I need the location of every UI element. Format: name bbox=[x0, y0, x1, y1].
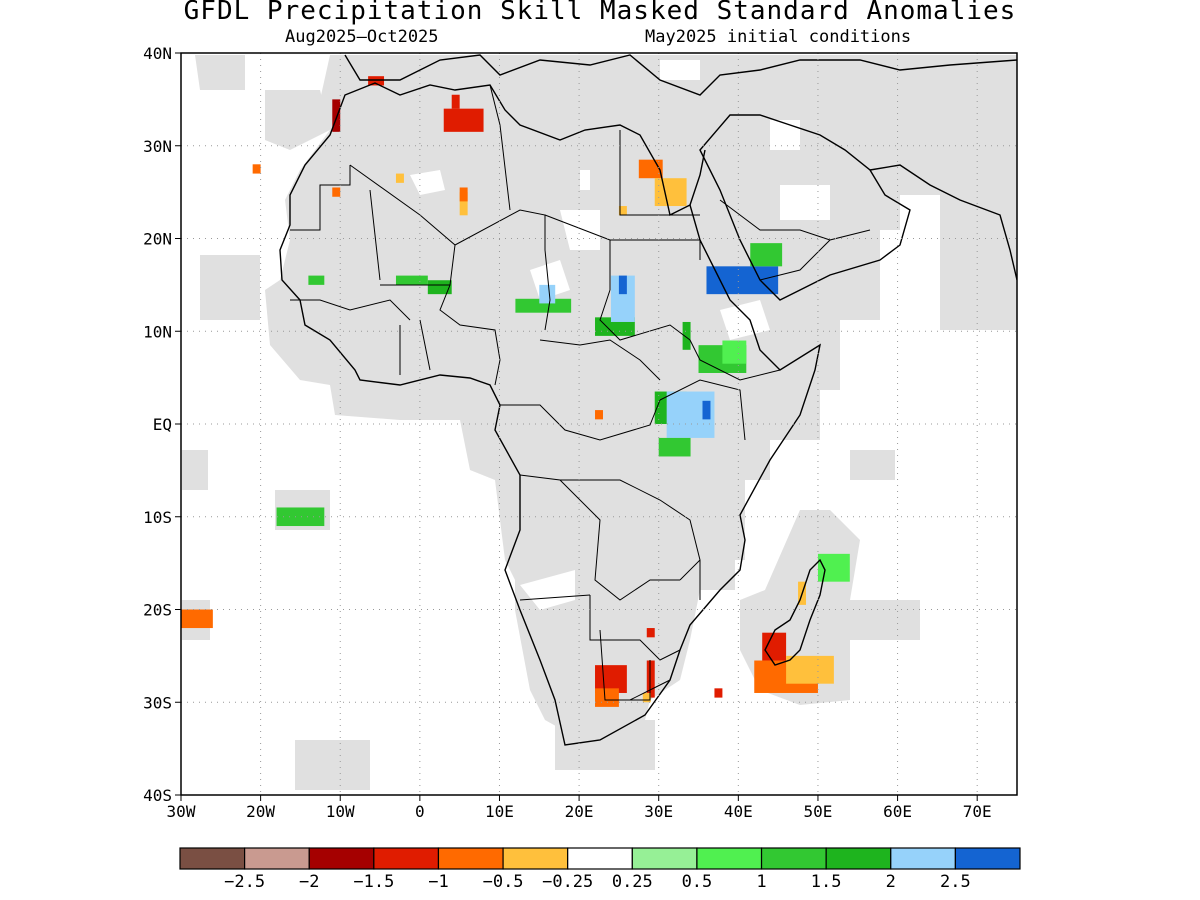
anomaly-patch-kenya-blue bbox=[702, 400, 711, 420]
lat-tick-label: 30N bbox=[143, 137, 172, 156]
colorbar-label: 0.25 bbox=[612, 872, 653, 892]
arabia-coastline bbox=[699, 114, 911, 301]
anomaly-patch-safrica-red3 bbox=[646, 628, 655, 638]
anomaly-patch-wsahara-orange bbox=[332, 187, 341, 197]
colorbar-label: 2.5 bbox=[940, 872, 971, 892]
lon-tick-label: 60E bbox=[883, 802, 912, 821]
colorbar-swatch-12 bbox=[954, 847, 1021, 870]
lon-tick-label: 70E bbox=[963, 802, 992, 821]
lon-tick-label: 10E bbox=[485, 802, 514, 821]
map-title: GFDL Precipitation Skill Masked Standard… bbox=[183, 0, 1017, 26]
lon-tick-label: 0 bbox=[415, 802, 425, 821]
anomaly-patch-algeria-red bbox=[443, 108, 484, 132]
anomaly-patch-madagascar-green bbox=[817, 553, 850, 582]
lon-tick-label: 50E bbox=[803, 802, 832, 821]
lon-tick-label: 30E bbox=[644, 802, 673, 821]
lon-tick-label: 10W bbox=[326, 802, 355, 821]
anomaly-patch-congo-orange bbox=[595, 410, 603, 420]
lat-tick-label: 20S bbox=[143, 601, 172, 620]
colorbar-swatch-4 bbox=[437, 847, 504, 870]
anomaly-patch-mozambique-red bbox=[714, 688, 723, 698]
colorbar-swatch-6 bbox=[567, 847, 633, 870]
lat-tick-label: 40S bbox=[143, 786, 172, 805]
anomaly-patch-senegal-green bbox=[308, 275, 325, 285]
colorbar-swatch-2 bbox=[308, 847, 375, 870]
anomaly-patch-algeria-south-orange2 bbox=[459, 187, 468, 202]
europe-coastline bbox=[344, 54, 1017, 96]
anomaly-patch-mali-green bbox=[395, 275, 428, 285]
anomaly-patch-algeria-red-top bbox=[451, 94, 460, 109]
anomaly-patch-morocco-red bbox=[332, 99, 341, 132]
iran-coastline bbox=[869, 164, 1017, 281]
anomaly-patch-atlantic-green bbox=[276, 507, 325, 527]
colorbar-swatch-0 bbox=[179, 847, 246, 870]
lon-tick-label: 40E bbox=[724, 802, 753, 821]
colorbar-label: −1.5 bbox=[353, 872, 394, 892]
colorbar-label: −0.5 bbox=[483, 872, 524, 892]
colorbar-swatch-10 bbox=[825, 847, 892, 870]
anomaly-patch-niger-green bbox=[427, 280, 452, 295]
anomaly-patch-stlantic-orange bbox=[181, 609, 213, 629]
anomaly-patch-madagascar-south-red bbox=[762, 632, 787, 661]
colorbar-swatch-11 bbox=[890, 847, 956, 870]
colorbar-label: −2 bbox=[299, 872, 319, 892]
mask-gaps bbox=[410, 60, 940, 610]
colorbar-label: −0.25 bbox=[542, 872, 593, 892]
anomaly-patch-safrica-orange bbox=[595, 688, 619, 707]
map-axes: 30W 20W 10W 0 10E 20E 30E 40E 50E 60E 70E 40N 30N 20N… bbox=[143, 44, 992, 821]
colorbar-swatch-9 bbox=[760, 847, 827, 870]
colorbar-label: 1.5 bbox=[811, 872, 842, 892]
country-borders bbox=[290, 84, 871, 701]
lat-tick-label: 20N bbox=[143, 230, 172, 249]
colorbar-label: 0.5 bbox=[682, 872, 713, 892]
anomaly-patch-sudan-ltblue bbox=[610, 275, 635, 322]
anomaly-patch-egypt-yellow2 bbox=[618, 206, 627, 216]
anomaly-patch-chad-ltblue bbox=[539, 284, 556, 304]
skill-mask-region bbox=[182, 55, 1017, 790]
colorbar: −2.5 −2 −1.5 −1 −0.5 −0.25 0.25 0.5 1 1.5 2 2.5 bbox=[179, 847, 1021, 892]
anomaly-patch-sudan-blue bbox=[618, 275, 627, 295]
anomaly-patch-canary-orange bbox=[252, 164, 261, 174]
madagascar-coastline bbox=[764, 558, 826, 666]
red-sea-coastline bbox=[689, 149, 706, 206]
colorbar-label: 2 bbox=[886, 872, 896, 892]
lat-tick-label: 10N bbox=[143, 322, 172, 341]
colorbar-swatch-7 bbox=[631, 847, 698, 870]
colorbar-swatch-3 bbox=[373, 847, 440, 870]
lat-tick-label: 10S bbox=[143, 508, 172, 527]
anomaly-patch-chad-green bbox=[515, 298, 572, 313]
anomaly-patch-tanzania-green bbox=[658, 437, 691, 457]
colorbar-swatch-1 bbox=[244, 847, 310, 870]
forecast-period: Aug2025–Oct2025 bbox=[285, 27, 439, 47]
lon-tick-label: 30W bbox=[167, 802, 196, 821]
anomaly-patch-mauritania-yellow bbox=[395, 173, 404, 183]
anomaly-patch-ssudan-green bbox=[682, 321, 691, 350]
anomaly-patch-algeria-south-orange bbox=[459, 192, 468, 216]
lat-tick-label: 30S bbox=[143, 693, 172, 712]
anomaly-patch-ethiopia-ltgreen bbox=[722, 340, 747, 364]
initial-conditions: May2025 initial conditions bbox=[645, 27, 912, 47]
colorbar-label: −1 bbox=[428, 872, 448, 892]
lon-tick-label: 20W bbox=[246, 802, 275, 821]
anomaly-patch-safrica-orange2 bbox=[642, 692, 651, 703]
anomaly-patch-morocco-north-red bbox=[368, 76, 385, 86]
lon-tick-label: 20E bbox=[565, 802, 594, 821]
anomaly-patch-yemen-green bbox=[750, 243, 783, 267]
colorbar-swatch-8 bbox=[696, 847, 763, 870]
lat-tick-label: EQ bbox=[153, 415, 172, 434]
lat-tick-label: 40N bbox=[143, 44, 172, 63]
anomaly-patch-safrica-red2 bbox=[646, 660, 655, 698]
graticule bbox=[181, 53, 1017, 795]
anomaly-patch-eritrea-blue bbox=[706, 266, 779, 295]
colorbar-swatch-5 bbox=[502, 847, 569, 870]
anomaly-patch-madagascar-south-yellow bbox=[786, 655, 834, 684]
anomaly-patch-egypt-yellow bbox=[654, 178, 687, 207]
colorbar-label: 1 bbox=[756, 872, 766, 892]
colorbar-label: −2.5 bbox=[224, 872, 265, 892]
